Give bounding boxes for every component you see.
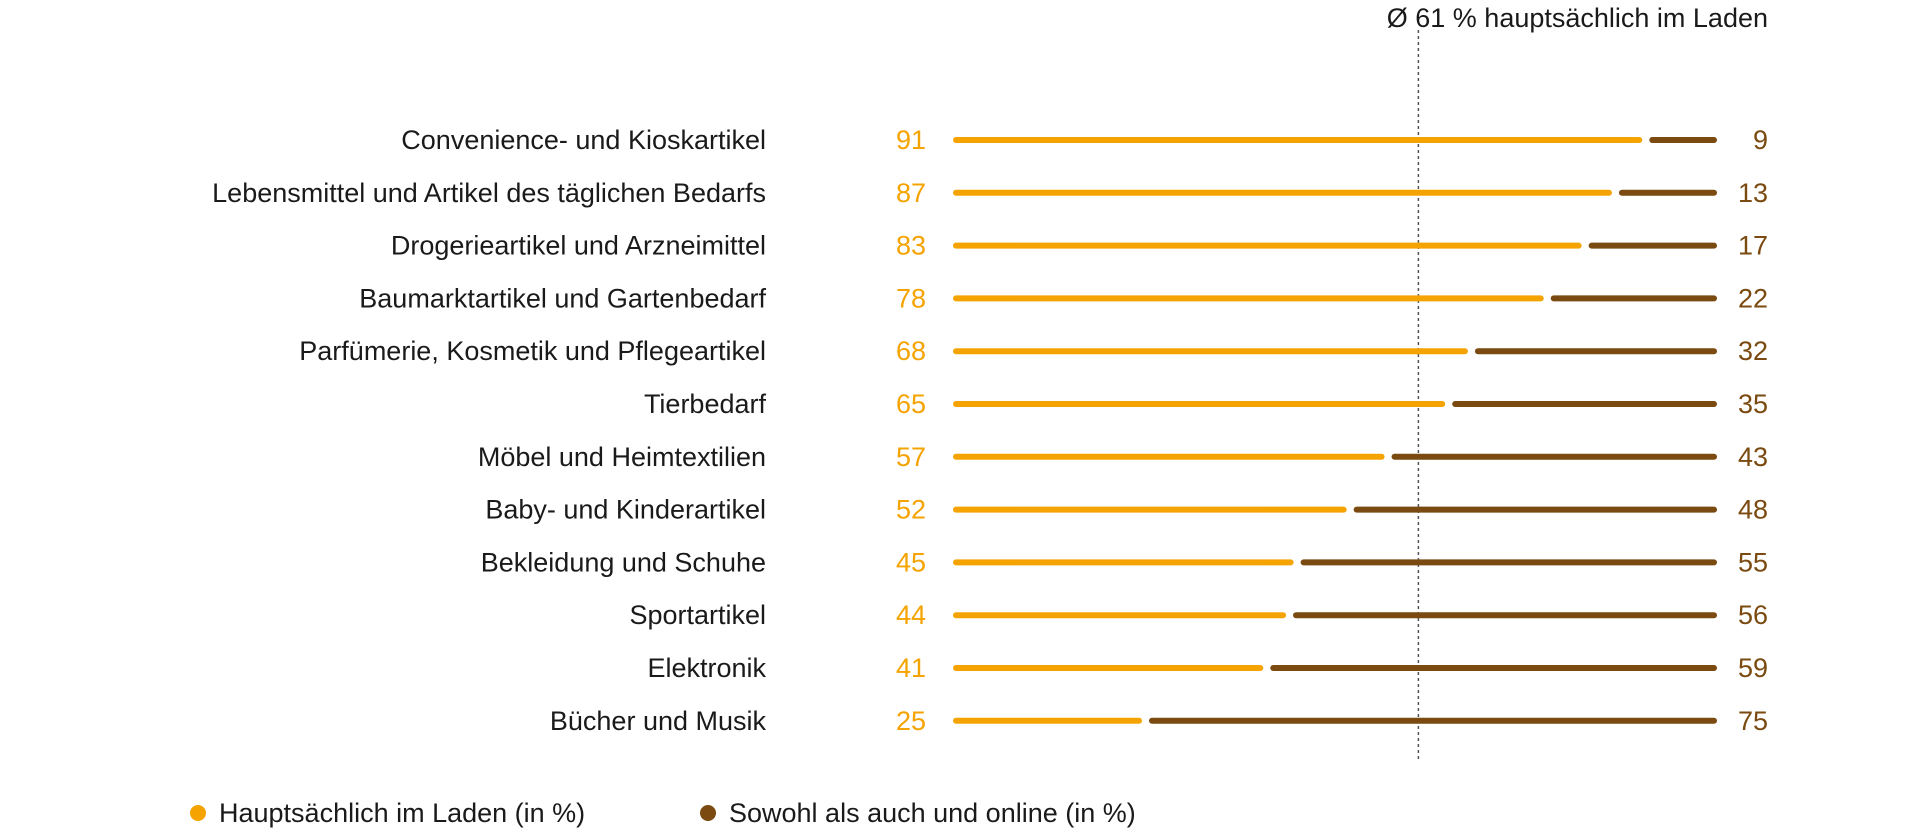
in-store-value-label: 57 <box>896 442 926 472</box>
row-sportartikel: Sportartikel 44 56 <box>629 600 1768 630</box>
row-convenience-und-kioskartikel: Convenience- und Kioskartikel 91 9 <box>401 125 1768 155</box>
category-label: Möbel und Heimtextilien <box>478 442 766 472</box>
in-store-value-label: 44 <box>896 600 926 630</box>
category-label: Parfümerie, Kosmetik und Pflegeartikel <box>299 336 766 366</box>
in-store-value-label: 83 <box>896 231 926 261</box>
category-label: Lebensmittel und Artikel des täglichen B… <box>212 178 766 208</box>
category-label: Bekleidung und Schuhe <box>481 547 766 577</box>
chart-rows: Convenience- und Kioskartikel 91 9 Lebensmi… <box>212 125 1768 736</box>
in-store-value-label: 78 <box>896 283 926 313</box>
row-tierbedarf: Tierbedarf 65 35 <box>644 389 1768 419</box>
online-value-label: 75 <box>1738 706 1768 736</box>
in-store-value-label: 41 <box>896 653 926 683</box>
category-label: Baumarktartikel und Gartenbedarf <box>359 283 766 313</box>
category-label: Elektronik <box>647 653 766 683</box>
in-store-value-label: 25 <box>896 706 926 736</box>
legend-marker-online <box>700 805 716 821</box>
legend-marker-in-store <box>190 805 206 821</box>
legend: Hauptsächlich im Laden (in %) Sowohl als… <box>190 798 1136 828</box>
row-elektronik: Elektronik 41 59 <box>647 653 1768 683</box>
in-store-value-label: 91 <box>896 125 926 155</box>
in-store-value-label: 45 <box>896 547 926 577</box>
online-value-label: 13 <box>1738 178 1768 208</box>
online-value-label: 9 <box>1753 125 1768 155</box>
online-value-label: 56 <box>1738 600 1768 630</box>
legend-label-in-store: Hauptsächlich im Laden (in %) <box>219 798 585 828</box>
row-parfumerie-kosmetik-und-pflegeartikel: Parfümerie, Kosmetik und Pflegeartikel 68… <box>299 336 1768 366</box>
in-store-value-label: 52 <box>896 495 926 525</box>
category-label: Convenience- und Kioskartikel <box>401 125 766 155</box>
row-bekleidung-und-schuhe: Bekleidung und Schuhe 45 55 <box>481 547 1768 577</box>
online-value-label: 48 <box>1738 495 1768 525</box>
online-value-label: 17 <box>1738 231 1768 261</box>
legend-label-online: Sowohl als auch und online (in %) <box>729 798 1136 828</box>
category-label: Tierbedarf <box>644 389 767 419</box>
average-reference: Ø 61 % hauptsächlich im Laden <box>1387 3 1768 762</box>
row-baby-und-kinderartikel: Baby- und Kinderartikel 52 48 <box>485 495 1768 525</box>
online-value-label: 59 <box>1738 653 1768 683</box>
category-label: Drogerieartikel und Arzneimittel <box>391 231 766 261</box>
online-value-label: 32 <box>1738 336 1768 366</box>
online-value-label: 22 <box>1738 283 1768 313</box>
in-store-value-label: 87 <box>896 178 926 208</box>
row-bucher-und-musik: Bücher und Musik 25 75 <box>550 706 1768 736</box>
in-store-value-label: 68 <box>896 336 926 366</box>
row-drogerieartikel-und-arzneimittel: Drogerieartikel und Arzneimittel 83 17 <box>391 231 1768 261</box>
online-value-label: 55 <box>1738 547 1768 577</box>
reference-label: Ø 61 % hauptsächlich im Laden <box>1387 3 1768 33</box>
online-value-label: 43 <box>1738 442 1768 472</box>
category-label: Sportartikel <box>629 600 766 630</box>
online-value-label: 35 <box>1738 389 1768 419</box>
category-label: Baby- und Kinderartikel <box>485 495 766 525</box>
in-store-value-label: 65 <box>896 389 926 419</box>
row-mobel-und-heimtextilien: Möbel und Heimtextilien 57 43 <box>478 442 1768 472</box>
row-lebensmittel-und-artikel-des-taglichen-bedarfs: Lebensmittel und Artikel des täglichen B… <box>212 178 1768 208</box>
category-label: Bücher und Musik <box>550 706 767 736</box>
row-baumarktartikel-und-gartenbedarf: Baumarktartikel und Gartenbedarf 78 22 <box>359 283 1768 313</box>
